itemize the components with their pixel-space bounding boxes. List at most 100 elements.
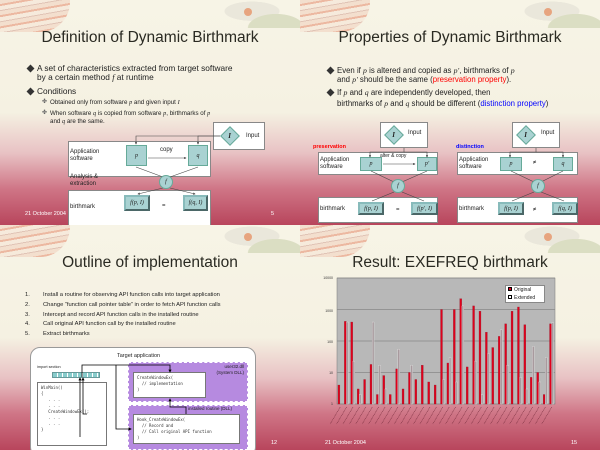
bar-original bbox=[510, 311, 514, 405]
birthmark-fp: f(p, I) bbox=[358, 202, 384, 215]
birthmark-fq: f(q, I) bbox=[183, 195, 208, 211]
category-label bbox=[419, 406, 431, 425]
bullet: Even if p is altered and copied as p', b… bbox=[326, 66, 587, 84]
bullet: Conditions bbox=[26, 87, 76, 96]
copy-label: copy bbox=[160, 147, 173, 153]
diagram-arrows bbox=[134, 135, 220, 195]
bar-extended bbox=[384, 388, 388, 405]
bar-original bbox=[357, 388, 360, 405]
bar-original bbox=[440, 309, 443, 405]
bar-original bbox=[395, 368, 398, 405]
category-label bbox=[445, 406, 456, 425]
category-label bbox=[362, 406, 373, 425]
exefreq-chart bbox=[329, 277, 556, 425]
category-label bbox=[464, 406, 476, 425]
category-label bbox=[477, 406, 488, 425]
bar-extended bbox=[480, 394, 484, 405]
category-label bbox=[426, 406, 437, 425]
category-label bbox=[336, 406, 347, 425]
category-label bbox=[394, 406, 405, 425]
step: Call original API function call by the i… bbox=[43, 321, 176, 328]
application-label: Application software bbox=[70, 149, 100, 162]
step: Intercept and record API function calls … bbox=[43, 311, 199, 318]
input-label: Input bbox=[246, 133, 260, 139]
import-table bbox=[52, 372, 100, 378]
winmain-code: WinMain() { . . . . . . CreateWindowEx()… bbox=[37, 382, 107, 446]
bar-extended bbox=[378, 365, 381, 405]
birthmark-label: birthmark bbox=[459, 206, 485, 212]
legend-item: Extended bbox=[508, 294, 542, 303]
equals-sign: = bbox=[396, 207, 400, 213]
slide-properties[interactable]: Properties of Dynamic Birthmark Even if … bbox=[300, 0, 600, 225]
bar-extended bbox=[448, 357, 452, 405]
diagram-arrows bbox=[78, 364, 187, 437]
y-tick-label: 100 bbox=[327, 340, 333, 344]
category-label bbox=[509, 406, 520, 425]
bar-original bbox=[337, 384, 341, 405]
not-equal-sign: ≠ bbox=[533, 207, 537, 213]
bar-extended bbox=[442, 379, 445, 405]
bar-original bbox=[382, 375, 385, 405]
application-label: Application software bbox=[459, 157, 489, 170]
slide-outline[interactable]: Outline of implementation 1. 2. 3. 4. 5. Ins… bbox=[0, 225, 300, 450]
bar-extended bbox=[410, 365, 413, 405]
decorative-pattern bbox=[220, 225, 300, 253]
bar-original bbox=[363, 379, 366, 405]
bar-original bbox=[414, 379, 417, 405]
bar-extended bbox=[525, 388, 529, 405]
bar-original bbox=[485, 332, 488, 405]
legend-item: Original bbox=[508, 287, 542, 295]
slide-definition[interactable]: Definition of Dynamic Birthmark A set of… bbox=[0, 0, 300, 225]
category-label bbox=[458, 406, 469, 425]
bar-original bbox=[433, 384, 437, 405]
bar-original bbox=[542, 394, 546, 405]
equals-sign: = bbox=[162, 203, 166, 209]
distinction-highlight: distinction property bbox=[480, 98, 546, 108]
bar-original bbox=[491, 347, 494, 405]
category-label bbox=[413, 406, 424, 425]
slide-title: Outline of implementation bbox=[62, 254, 238, 271]
input-label: Input bbox=[408, 130, 422, 136]
category-label bbox=[451, 406, 463, 425]
category-label bbox=[503, 406, 514, 425]
bar-original bbox=[530, 377, 533, 405]
bullet: A set of characteristics extracted from … bbox=[26, 64, 233, 82]
slide-title: Definition of Dynamic Birthmark bbox=[41, 29, 259, 46]
diagram-arrows bbox=[368, 148, 565, 202]
birthmark-label: birthmark bbox=[320, 206, 346, 212]
page-number: 12 bbox=[271, 440, 278, 446]
bar-original bbox=[523, 324, 526, 405]
category-label bbox=[471, 406, 482, 425]
bar-original bbox=[389, 394, 392, 405]
category-label bbox=[342, 406, 354, 425]
birthmark-fq: f(q, I) bbox=[552, 202, 578, 215]
category-label bbox=[387, 406, 399, 425]
bar-original bbox=[350, 321, 353, 405]
bar-original bbox=[466, 366, 469, 405]
bar-original bbox=[369, 364, 373, 405]
bar-original bbox=[536, 372, 539, 405]
preservation-highlight: preservation property bbox=[432, 75, 507, 84]
birthmark-fp: f(p, I) bbox=[124, 195, 150, 211]
application-label: Application software bbox=[320, 157, 350, 170]
installed-routine-label: installed routine (DLL) bbox=[188, 406, 233, 411]
bar-original bbox=[517, 306, 520, 405]
bar-extended bbox=[461, 305, 464, 405]
bar-extended bbox=[487, 353, 490, 405]
slide-result[interactable]: Result: EXEFREQ birthmark 10000 1000 100… bbox=[300, 225, 600, 450]
category-label bbox=[483, 406, 495, 425]
bar-original bbox=[376, 394, 379, 405]
y-tick-label: 10 bbox=[329, 371, 333, 375]
bar-original bbox=[446, 362, 450, 405]
method-f-circle: f bbox=[391, 179, 405, 193]
step: Extract birthmarks bbox=[43, 331, 90, 338]
footer-date: 21 October 2004 bbox=[25, 211, 66, 217]
bar-extended bbox=[397, 349, 400, 405]
bar-extended bbox=[474, 360, 477, 405]
birthmark-fp-prime: f(p', I) bbox=[411, 202, 438, 215]
birthmark-label: birthmark bbox=[70, 204, 96, 210]
bar-extended bbox=[352, 360, 355, 405]
bar-original bbox=[427, 381, 430, 405]
bar-original bbox=[472, 305, 475, 405]
method-f-circle: f bbox=[159, 175, 173, 189]
